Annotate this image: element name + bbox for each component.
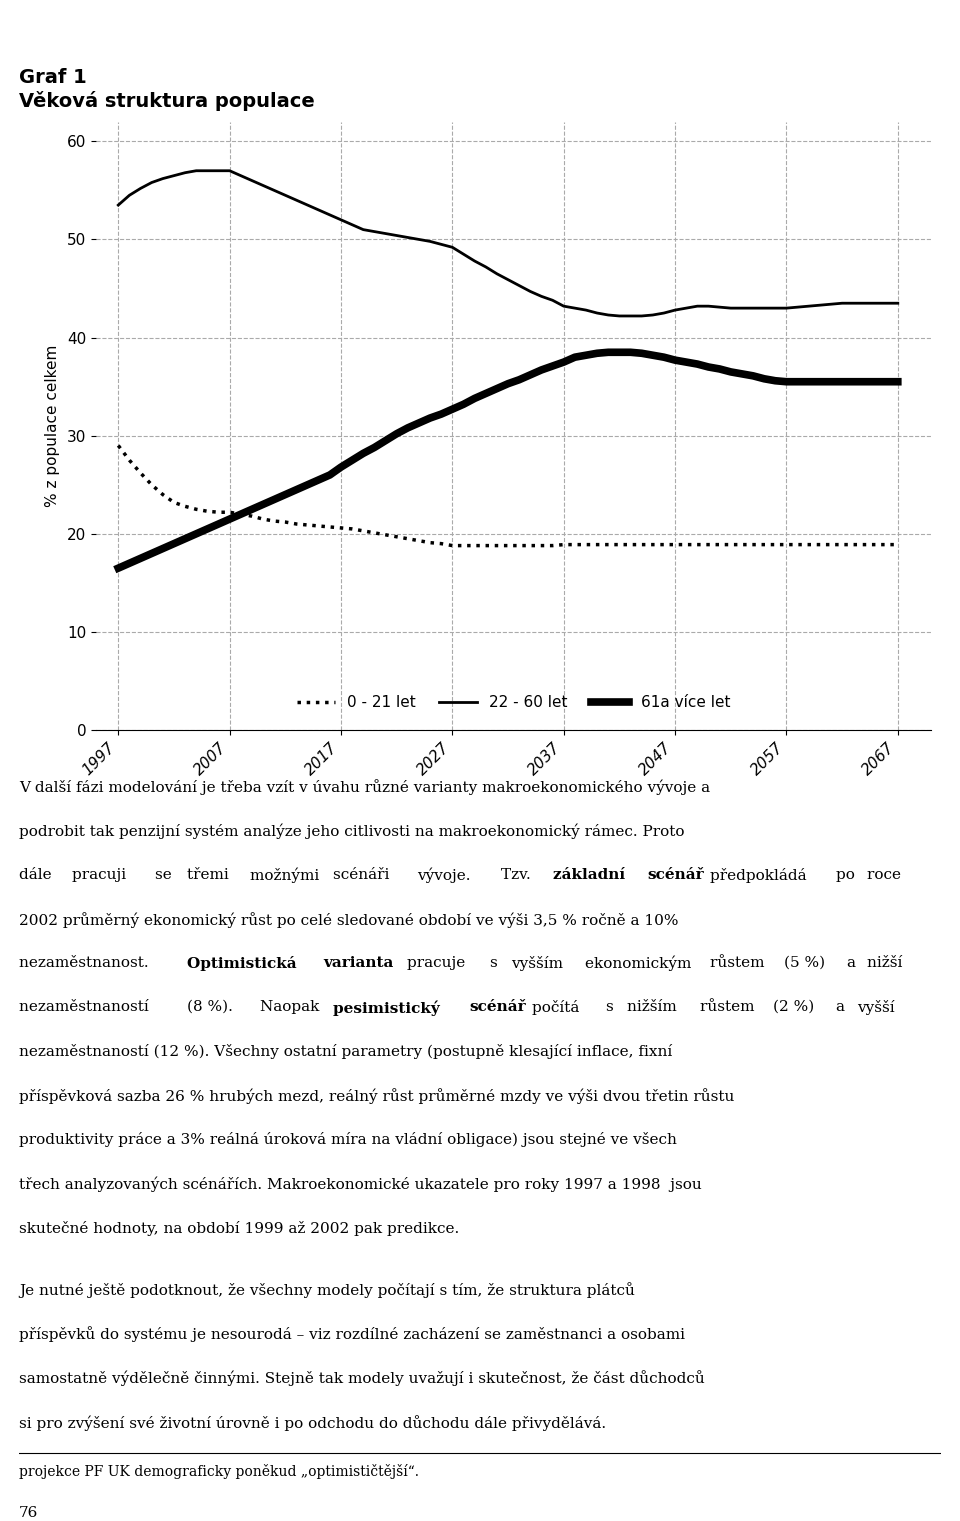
Text: předpokládá: předpokládá xyxy=(710,867,812,882)
Legend: 0 - 21 let, 22 - 60 let, 61a více let: 0 - 21 let, 22 - 60 let, 61a více let xyxy=(291,689,736,716)
Text: nezaměstnaností: nezaměstnaností xyxy=(19,1001,154,1015)
Text: příspěvků do systému je nesourodá – viz rozdílné zacházení se zaměstnanci a osob: příspěvků do systému je nesourodá – viz … xyxy=(19,1326,690,1343)
Text: počítá: počítá xyxy=(533,1001,585,1015)
Text: a: a xyxy=(847,957,860,970)
Text: růstem: růstem xyxy=(700,1001,759,1015)
Text: projekce PF UK demograficky poněkud „optimističtější“.: projekce PF UK demograficky poněkud „opt… xyxy=(19,1463,420,1478)
Text: dále: dále xyxy=(19,867,57,882)
Text: 2002 průměrný ekonomický růst po celé sledované období ve výši 3,5 % ročně a 10%: 2002 průměrný ekonomický růst po celé sl… xyxy=(19,913,684,928)
Text: Graf 1: Graf 1 xyxy=(19,68,87,87)
Text: Tzv.: Tzv. xyxy=(501,867,536,882)
Text: varianta: varianta xyxy=(323,957,394,970)
Text: nezaměstnanost.: nezaměstnanost. xyxy=(19,957,154,970)
Text: scénář: scénář xyxy=(469,1001,526,1015)
Text: nižší: nižší xyxy=(868,957,908,970)
Text: vyšším: vyšším xyxy=(512,957,568,970)
Text: třech analyzovaných scénářích. Makroekonomické ukazatele pro roky 1997 a 1998  j: třech analyzovaných scénářích. Makroekon… xyxy=(19,1177,707,1192)
Text: nižším: nižším xyxy=(627,1001,682,1015)
Text: produktivity práce a 3% reálná úroková míra na vládní obligace) jsou stejné ve v: produktivity práce a 3% reálná úroková m… xyxy=(19,1133,682,1147)
Text: si pro zvýšení své životní úrovně i po odchodu do důchodu dále přivydělává.: si pro zvýšení své životní úrovně i po o… xyxy=(19,1415,607,1431)
Text: (2 %): (2 %) xyxy=(773,1001,820,1015)
Text: (8 %).: (8 %). xyxy=(187,1001,237,1015)
Text: Optimistická: Optimistická xyxy=(187,957,301,970)
Text: vyšší: vyšší xyxy=(857,1001,900,1015)
Text: se: se xyxy=(156,867,177,882)
Text: scénáři: scénáři xyxy=(333,867,395,882)
Text: podrobit tak penzijní systém analýze jeho citlivosti na makroekonomický rámec. P: podrobit tak penzijní systém analýze jeh… xyxy=(19,824,689,840)
Text: nezaměstnaností (12 %). Všechny ostatní parametry (postupně klesající inflace, f: nezaměstnaností (12 %). Všechny ostatní … xyxy=(19,1045,678,1059)
Text: Věková struktura populace: Věková struktura populace xyxy=(19,91,315,111)
Text: s: s xyxy=(491,957,503,970)
Text: samostatně výdělečně činnými. Stejně tak modely uvažují i skutečnost, že část dů: samostatně výdělečně činnými. Stejně tak… xyxy=(19,1370,709,1387)
Text: po: po xyxy=(836,867,860,882)
Text: s: s xyxy=(606,1001,618,1015)
Text: možnými: možnými xyxy=(250,867,324,884)
Text: příspěvková sazba 26 % hrubých mezd, reálný růst průměrné mzdy ve výši dvou třet: příspěvková sazba 26 % hrubých mezd, reá… xyxy=(19,1089,739,1104)
Text: Je nutné ještě podotknout, že všechny modely počítají s tím, že struktura plátců: Je nutné ještě podotknout, že všechny mo… xyxy=(19,1282,640,1299)
Text: třemi: třemi xyxy=(187,867,233,882)
Text: scénář: scénář xyxy=(648,867,705,882)
Text: Naopak: Naopak xyxy=(260,1001,324,1015)
Y-axis label: % z populace celkem: % z populace celkem xyxy=(45,345,60,506)
Text: vývoje.: vývoje. xyxy=(418,867,475,884)
Text: V další fázi modelování je třeba vzít v úvahu různé varianty makroekonomického v: V další fázi modelování je třeba vzít v … xyxy=(19,779,715,795)
Text: (5 %): (5 %) xyxy=(783,957,829,970)
Text: ekonomickým: ekonomickým xyxy=(585,957,696,972)
Text: pracuje: pracuje xyxy=(407,957,469,970)
Text: 76: 76 xyxy=(19,1506,38,1519)
Text: pracuji: pracuji xyxy=(72,867,131,882)
Text: skutečné hodnoty, na období 1999 až 2002 pak predikce.: skutečné hodnoty, na období 1999 až 2002… xyxy=(19,1221,460,1235)
Text: roce: roce xyxy=(868,867,906,882)
Text: základní: základní xyxy=(553,867,631,882)
Text: a: a xyxy=(836,1001,850,1015)
Text: pesimistický: pesimistický xyxy=(333,1001,445,1016)
Text: růstem: růstem xyxy=(710,957,770,970)
